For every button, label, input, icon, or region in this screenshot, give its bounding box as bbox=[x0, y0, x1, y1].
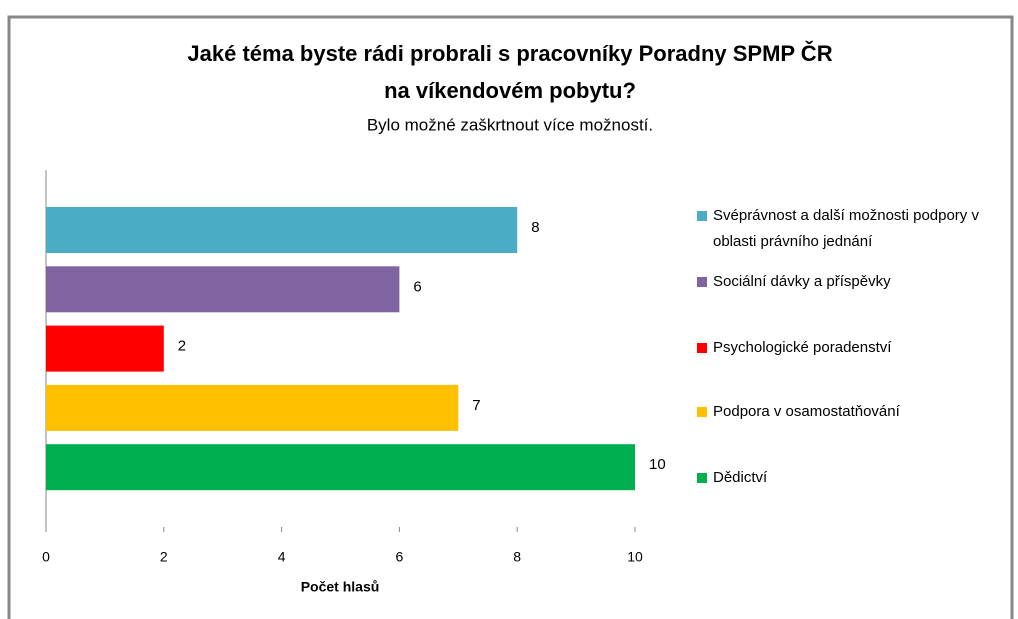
data-label: 8 bbox=[531, 219, 539, 236]
legend-label: Sociální dávky a příspěvky bbox=[713, 273, 891, 290]
x-tick-label: 10 bbox=[627, 549, 643, 565]
legend-entry: Psychologické poradenství bbox=[697, 335, 1015, 361]
frame bbox=[7, 15, 1014, 619]
legend-label: Psychologické poradenství bbox=[713, 339, 892, 356]
legend-entry: Podpora v osamostatňování bbox=[697, 399, 1015, 425]
bar bbox=[46, 266, 400, 313]
legend-swatch bbox=[697, 343, 707, 353]
x-tick-label: 0 bbox=[42, 549, 50, 565]
legend-entry: Svéprávnost a další možnosti podpory v o… bbox=[697, 203, 1015, 255]
chart-title: na víkendovém pobytu? bbox=[384, 78, 636, 103]
x-tick-label: 8 bbox=[513, 549, 521, 565]
bar bbox=[46, 384, 459, 431]
legend-entry: Sociální dávky a příspěvky bbox=[697, 269, 1015, 295]
legend-swatch bbox=[697, 407, 707, 417]
x-tick-label: 6 bbox=[396, 549, 404, 565]
legend-entry: Dědictví bbox=[697, 465, 1015, 491]
legend-label: Svéprávnost a další možnosti podpory v o… bbox=[713, 207, 979, 250]
x-tick-label: 2 bbox=[160, 549, 168, 565]
legend-label: Dědictví bbox=[713, 469, 768, 486]
data-label: 10 bbox=[649, 456, 666, 473]
bar bbox=[46, 325, 164, 372]
data-label: 7 bbox=[472, 397, 480, 414]
legend-swatch bbox=[697, 473, 707, 483]
bar bbox=[46, 207, 518, 253]
x-tick-label: 4 bbox=[278, 549, 286, 565]
data-label: 2 bbox=[178, 338, 186, 355]
legend-label: Podpora v osamostatňování bbox=[713, 403, 900, 420]
data-label: 6 bbox=[413, 278, 421, 295]
x-axis-label: Počet hlasů bbox=[301, 579, 380, 595]
chart-subtitle: Bylo možné zaškrtnout více možností. bbox=[367, 115, 653, 134]
bar bbox=[46, 444, 635, 491]
legend-swatch bbox=[697, 211, 707, 221]
chart-title: Jaké téma byste rádi probrali s pracovní… bbox=[187, 41, 832, 66]
legend-swatch bbox=[697, 277, 707, 287]
